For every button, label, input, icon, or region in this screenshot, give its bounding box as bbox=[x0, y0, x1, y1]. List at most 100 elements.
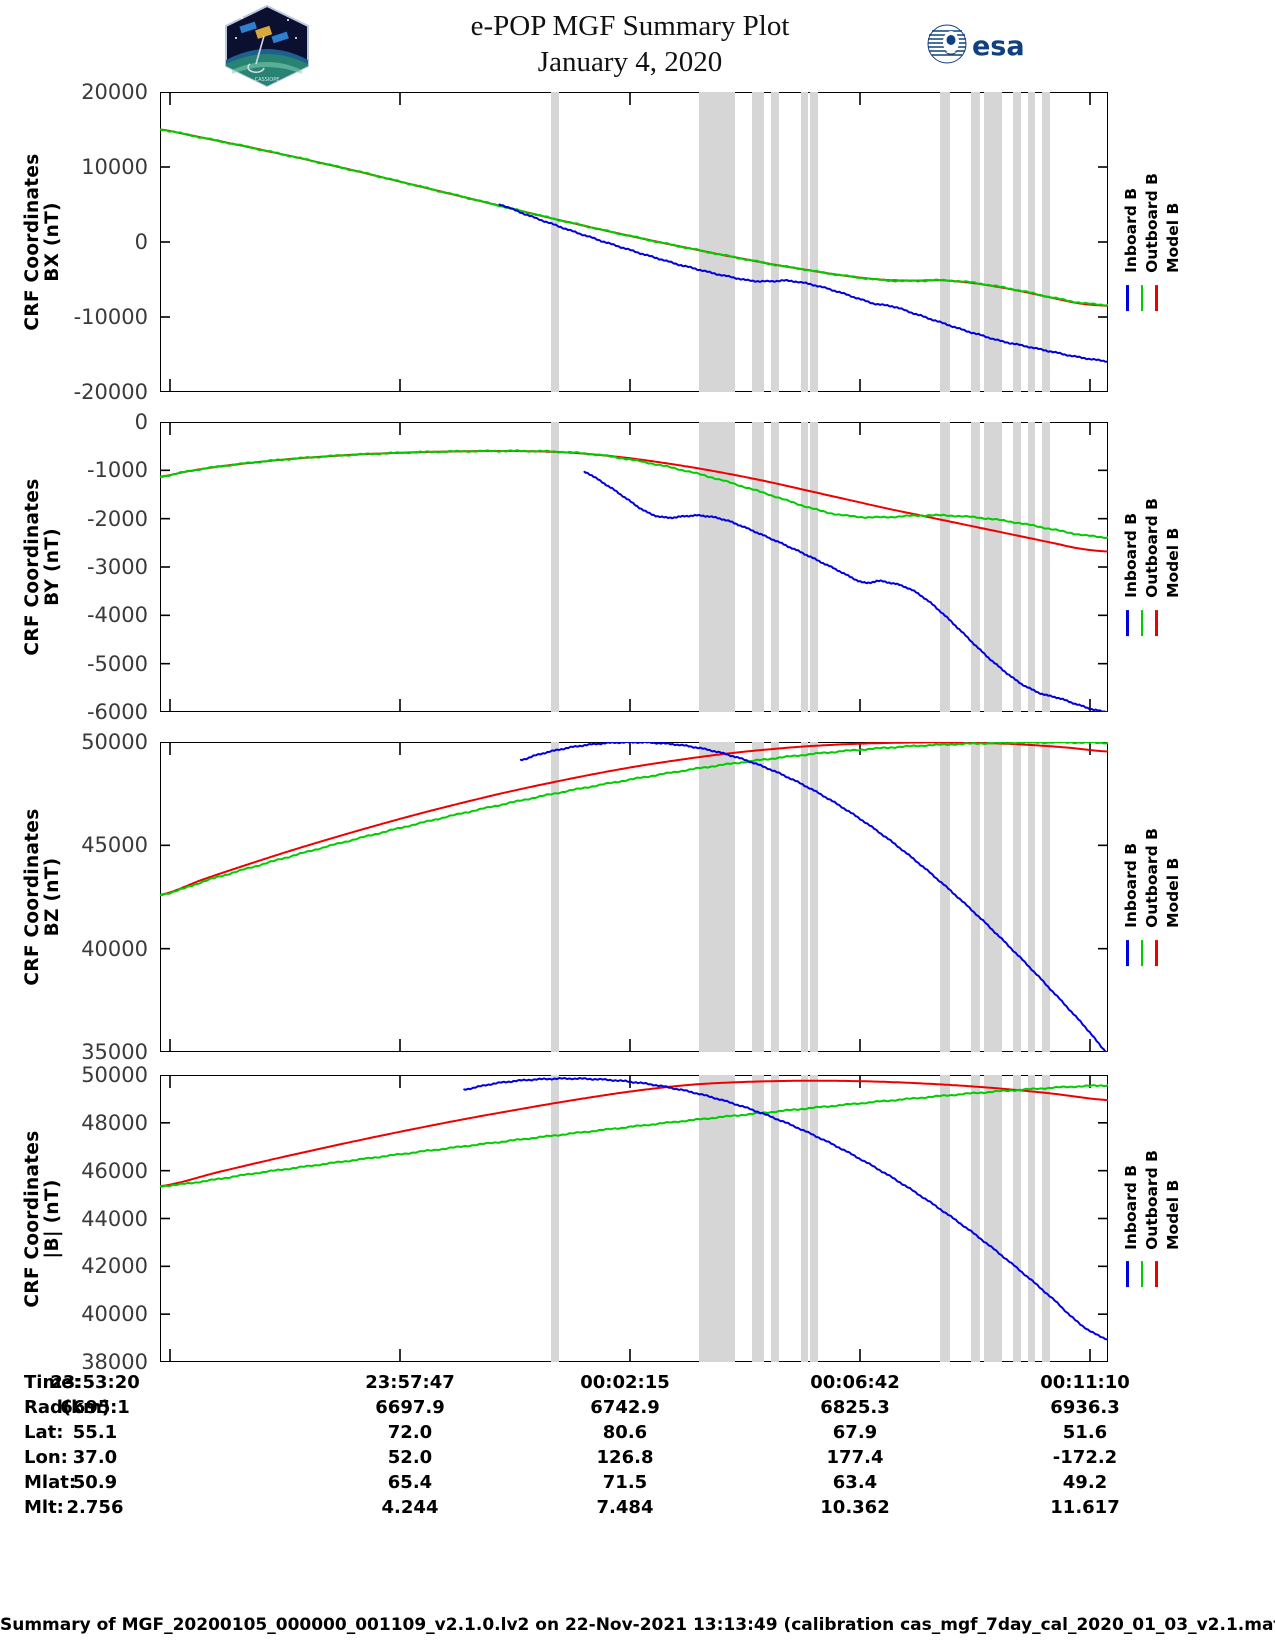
esa-logo-icon: esa bbox=[925, 22, 1043, 66]
y-tick-label: 50000 bbox=[81, 730, 148, 754]
legend-label-outboard: Outboard B bbox=[1143, 498, 1161, 598]
table-row-label: Time: bbox=[24, 1372, 81, 1393]
legend-key-model bbox=[1155, 939, 1158, 966]
panel-by-ylabel-line1: CRF Coordinates bbox=[22, 478, 43, 656]
y-tick-label: 44000 bbox=[81, 1206, 148, 1231]
y-tick-label: 38000 bbox=[81, 1350, 148, 1374]
panel-bz-legend: Inboard B Outboard B Model B bbox=[1122, 828, 1182, 966]
panel-babs: CRF Coordinates |B| (nT) Inboard B Outbo… bbox=[22, 1063, 1182, 1374]
y-tick-label: 45000 bbox=[81, 833, 148, 858]
table-row-label: Mlt: bbox=[24, 1497, 64, 1518]
table-cell: 00:06:42 bbox=[810, 1372, 900, 1393]
title-line-1: e-POP MGF Summary Plot bbox=[470, 10, 790, 42]
table-row: Time: 23:53:20 23:57:47 00:02:15 00:06:42 00:… bbox=[0, 1372, 1275, 1397]
legend-label-outboard: Outboard B bbox=[1143, 828, 1161, 928]
legend-key-inboard bbox=[1126, 939, 1129, 966]
panel-by-ylabel-line2: BY (nT) bbox=[42, 528, 63, 606]
legend-label-inboard: Inboard B bbox=[1122, 187, 1140, 273]
panel-bx-plot-area bbox=[160, 92, 1108, 392]
panel-babs-ylabel-line1: CRF Coordinates bbox=[22, 1129, 43, 1308]
table-cell: 72.0 bbox=[387, 1422, 433, 1443]
y-tick-label: 50000 bbox=[81, 1063, 148, 1087]
page-header: CASSIOPE e-POP MGF Summary Plot January … bbox=[0, 0, 1275, 92]
legend-key-inboard bbox=[1126, 609, 1129, 636]
legend-label-model: Model B bbox=[1164, 527, 1182, 598]
y-tick-label: 48000 bbox=[81, 1110, 148, 1135]
table-row-label: Mlat: bbox=[24, 1472, 77, 1493]
table-cell: 6695.1 bbox=[60, 1397, 130, 1418]
y-tick-label: 0 bbox=[134, 230, 148, 254]
y-tick-label: 35000 bbox=[81, 1040, 148, 1064]
legend-key-model bbox=[1155, 284, 1158, 311]
svg-text:CASSIOPE: CASSIOPE bbox=[255, 77, 280, 83]
y-tick-label: -2000 bbox=[86, 506, 148, 531]
legend-label-inboard: Inboard B bbox=[1122, 842, 1140, 928]
table-cell: 80.6 bbox=[602, 1422, 648, 1443]
table-cell: 6697.9 bbox=[375, 1397, 445, 1418]
panel-bz-plot-area bbox=[160, 742, 1108, 1052]
table-cell: 6742.9 bbox=[590, 1397, 660, 1418]
table-cell: 6825.3 bbox=[820, 1397, 890, 1418]
legend-label-outboard: Outboard B bbox=[1143, 1149, 1161, 1250]
table-cell: 23:53:20 bbox=[50, 1372, 140, 1393]
legend-label-inboard: Inboard B bbox=[1122, 512, 1140, 598]
y-tick-label: 20000 bbox=[81, 80, 148, 104]
table-cell: 51.6 bbox=[1062, 1422, 1108, 1443]
table-row-label: Rad(km): bbox=[24, 1397, 118, 1418]
table-cell: -172.2 bbox=[1052, 1447, 1118, 1468]
legend-label-model: Model B bbox=[1164, 1179, 1182, 1250]
y-tick-label: -10000 bbox=[73, 305, 148, 329]
table-cell: 55.1 bbox=[72, 1422, 118, 1443]
panel-bz-ylabel-line1: CRF Coordinates bbox=[22, 808, 43, 986]
y-tick-label: 10000 bbox=[81, 155, 148, 179]
table-cell: 00:11:10 bbox=[1040, 1372, 1130, 1393]
legend-key-outboard bbox=[1140, 939, 1144, 966]
table-cell: 67.9 bbox=[832, 1422, 878, 1443]
panel-bz-ylabel-line2: BZ (nT) bbox=[42, 857, 63, 937]
table-cell: 52.0 bbox=[387, 1447, 433, 1468]
legend-label-model: Model B bbox=[1164, 202, 1182, 273]
panel-by-legend: Inboard B Outboard B Model B bbox=[1122, 498, 1182, 636]
table-cell: 126.8 bbox=[596, 1447, 654, 1468]
panel-babs-ylabel-line2: |B| (nT) bbox=[42, 1178, 63, 1259]
table-row: Lat: 55.1 72.0 80.6 67.9 51.6 bbox=[0, 1422, 1275, 1447]
y-tick-label: 40000 bbox=[81, 936, 148, 961]
plot-stack: CRF Coordinates BX (nT) Inboard B Outboa… bbox=[0, 80, 1275, 1374]
table-row: Lon: 37.0 52.0 126.8 177.4 -172.2 bbox=[0, 1447, 1275, 1472]
table-cell: 00:02:15 bbox=[580, 1372, 670, 1393]
table-cell: 50.9 bbox=[72, 1472, 118, 1493]
panel-bx-ylabel-line1: CRF Coordinates bbox=[22, 153, 43, 331]
table-cell: 2.756 bbox=[66, 1497, 124, 1518]
panel-bx-legend: Inboard B Outboard B Model B bbox=[1122, 173, 1182, 311]
parameter-table: Time: 23:53:20 23:57:47 00:02:15 00:06:42 00:… bbox=[0, 1372, 1275, 1522]
legend-key-model bbox=[1155, 609, 1158, 636]
table-cell: 6936.3 bbox=[1050, 1397, 1120, 1418]
panel-babs-legend: Inboard B Outboard B Model B bbox=[1122, 1150, 1182, 1288]
table-row: Rad(km): 6695.1 6697.9 6742.9 6825.3 6936.3 bbox=[0, 1397, 1275, 1422]
table-row: Mlat: 50.9 65.4 71.5 63.4 49.2 bbox=[0, 1472, 1275, 1497]
y-tick-label: -4000 bbox=[86, 603, 148, 628]
table-cell: 177.4 bbox=[826, 1447, 884, 1468]
table-row: Mlt: 2.756 4.244 7.484 10.362 11.617 bbox=[0, 1497, 1275, 1522]
table-cell: 11.617 bbox=[1050, 1497, 1120, 1518]
title-line-2: January 4, 2020 bbox=[537, 46, 723, 79]
table-cell: 7.484 bbox=[596, 1497, 654, 1518]
legend-key-outboard bbox=[1140, 1261, 1144, 1288]
legend-label-inboard: Inboard B bbox=[1122, 1164, 1140, 1250]
table-row-label: Lon: bbox=[24, 1447, 68, 1468]
panel-bx-ylabel-line2: BX (nT) bbox=[42, 202, 63, 282]
y-tick-label: 42000 bbox=[81, 1254, 148, 1279]
legend-key-outboard bbox=[1140, 609, 1144, 636]
y-tick-label: -1000 bbox=[86, 458, 148, 483]
table-cell: 4.244 bbox=[381, 1497, 439, 1518]
y-tick-label: -3000 bbox=[86, 555, 148, 579]
y-tick-label: 0 bbox=[134, 410, 148, 434]
y-tick-label: -6000 bbox=[86, 700, 148, 724]
panel-bz: CRF Coordinates BZ (nT) Inboard B Outboa… bbox=[22, 730, 1182, 1064]
table-cell: 63.4 bbox=[832, 1472, 878, 1493]
table-cell: 49.2 bbox=[1062, 1472, 1108, 1493]
esa-wordmark: esa bbox=[972, 31, 1025, 62]
legend-key-outboard bbox=[1140, 284, 1144, 311]
legend-label-model: Model B bbox=[1164, 857, 1182, 928]
panel-by: CRF Coordinates BY (nT) Inboard B Outboa… bbox=[22, 410, 1182, 724]
